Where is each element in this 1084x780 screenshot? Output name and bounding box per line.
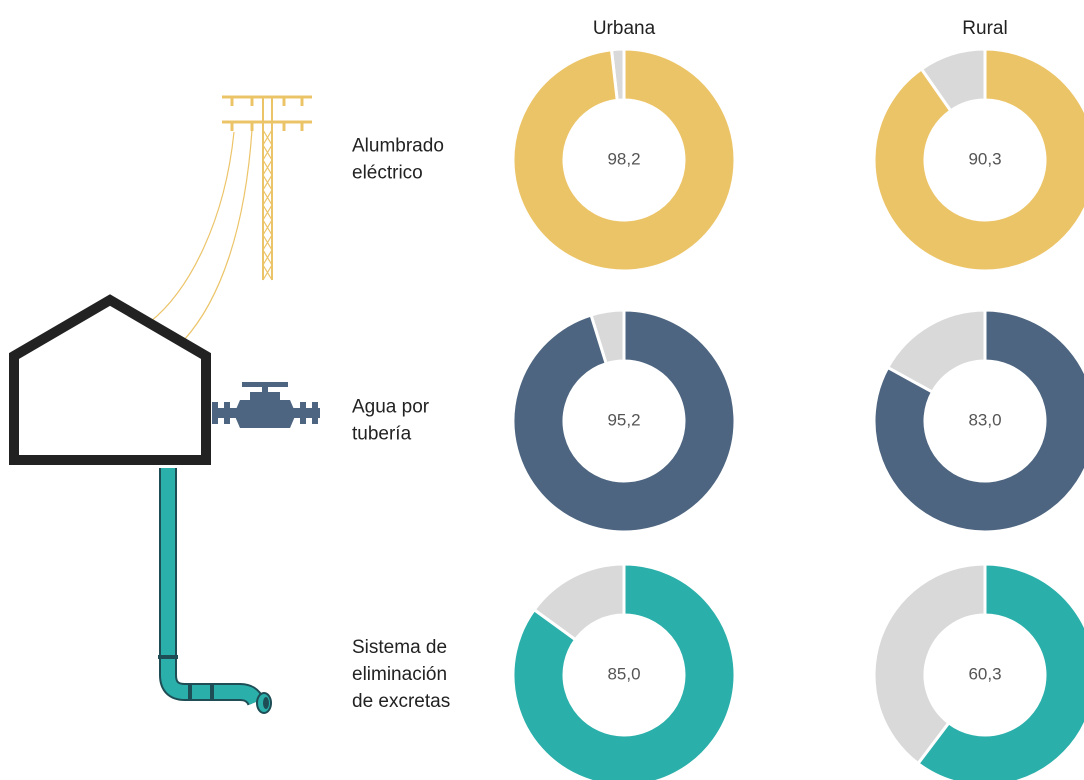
donut-chart: 95,2 — [511, 308, 737, 534]
donut-segment — [511, 47, 737, 273]
donut-value-label: 98,2 — [607, 149, 640, 168]
row-label: Sistema de — [352, 637, 447, 658]
row-label: eliminación — [352, 664, 447, 685]
column-header: Rural — [962, 18, 1007, 39]
row-label: tubería — [352, 424, 412, 445]
column-header: Urbana — [593, 18, 656, 39]
donut-chart: 90,3 — [872, 47, 1084, 273]
row-label: de excretas — [352, 691, 450, 712]
donut-value-label: 95,2 — [607, 410, 640, 429]
donut-segment — [511, 562, 737, 780]
row-label: eléctrico — [352, 163, 423, 184]
donut-value-label: 60,3 — [968, 664, 1001, 683]
donut-chart: 85,0 — [511, 562, 737, 780]
house — [9, 294, 211, 465]
row-label: Agua por — [352, 397, 430, 418]
illustration — [9, 95, 320, 714]
donut-segment — [872, 308, 1084, 534]
valve — [212, 382, 320, 428]
donut-value-label: 83,0 — [968, 410, 1001, 429]
donut-chart: 83,0 — [872, 308, 1084, 534]
donut-segment — [511, 308, 737, 534]
power-pole — [149, 95, 312, 341]
donut-segment — [872, 47, 1084, 273]
donut-value-label: 90,3 — [968, 149, 1001, 168]
donut-remainder — [872, 562, 987, 766]
donut-value-label: 85,0 — [607, 664, 640, 683]
row-label: Alumbrado — [352, 136, 444, 157]
pipe — [158, 468, 272, 714]
donut-chart: 60,3 — [872, 562, 1084, 780]
donut-chart: 98,2 — [511, 47, 737, 273]
